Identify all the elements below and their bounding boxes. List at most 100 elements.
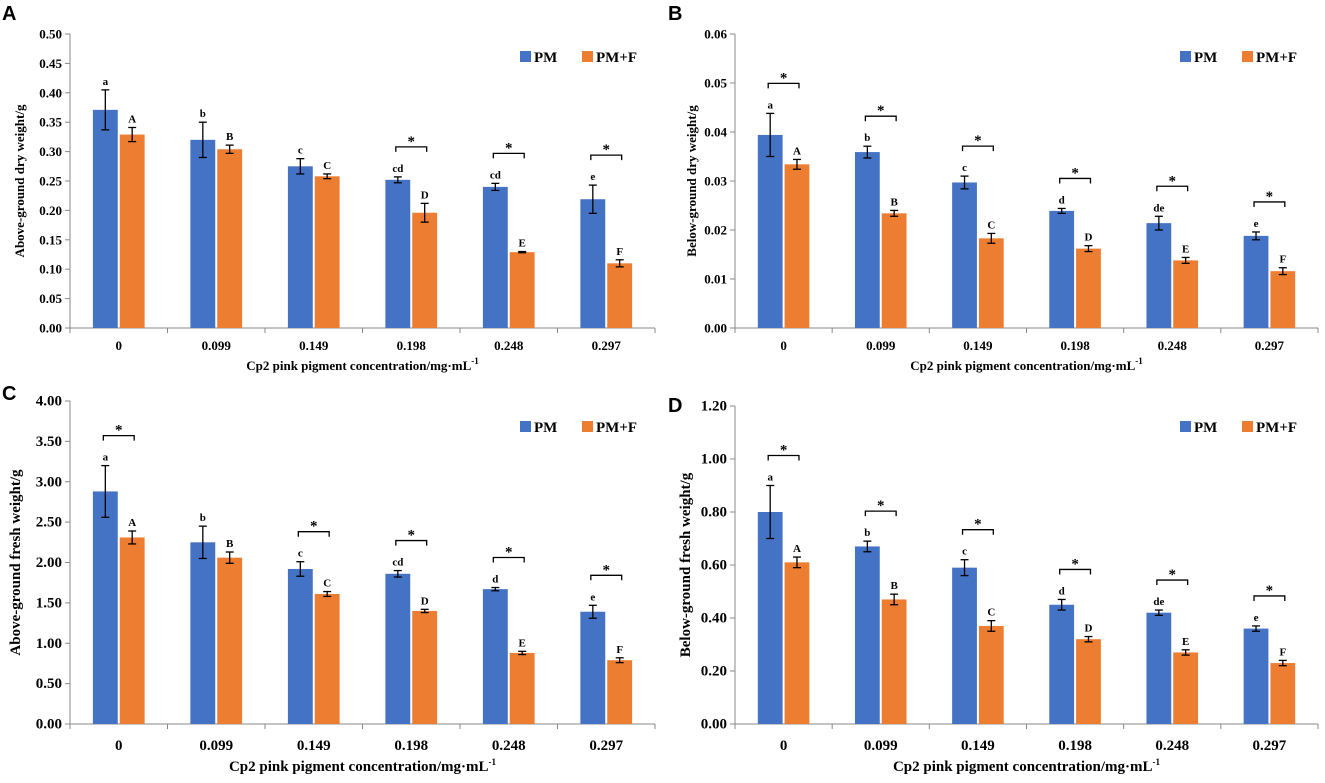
significance-letter: E (1182, 243, 1189, 255)
x-tick-label: 0.297 (1255, 338, 1285, 353)
bar-pm-f (978, 625, 1004, 724)
x-tick-label: 0 (780, 338, 787, 353)
significance-star: * (408, 134, 416, 150)
significance-letter: E (519, 637, 526, 649)
x-tick-label: 0.198 (394, 738, 428, 754)
bar-pm-f (607, 660, 633, 724)
significance-letter: B (226, 538, 234, 550)
y-tick-label: 0.00 (36, 717, 62, 733)
y-tick-label: 2.50 (36, 515, 62, 531)
y-tick-label: 0.01 (704, 272, 727, 287)
y-axis-label: Below-ground dry weight/g (684, 105, 699, 257)
significance-star: * (1071, 556, 1079, 572)
bar-pm-f (978, 238, 1004, 328)
bar-pm (287, 166, 313, 328)
x-tick-label: 0 (115, 738, 123, 754)
significance-letter: D (421, 189, 429, 201)
x-axis-label: Cp2 pink pigment concentration/mg·mL-1 (246, 356, 479, 373)
significance-star: * (1169, 173, 1177, 189)
bar-pm-f (509, 652, 535, 724)
significance-star: * (603, 142, 611, 158)
y-tick-label: 0.25 (39, 174, 62, 189)
significance-bracket (767, 82, 800, 89)
bar-pm-f (1173, 260, 1199, 328)
significance-bracket (492, 556, 525, 563)
bar-pm-f (881, 213, 907, 328)
bar-pm-f (119, 537, 145, 724)
y-tick-label: 1.20 (701, 399, 727, 415)
significance-letter: a (103, 452, 109, 464)
significance-letter: C (323, 578, 331, 590)
x-tick-label: 0.248 (494, 338, 524, 353)
significance-bracket (590, 154, 623, 161)
bar-pm-f (217, 149, 243, 328)
legend-swatch-pm-f (1242, 421, 1253, 432)
significance-letter: c (962, 546, 967, 558)
bar-pm (385, 573, 411, 724)
significance-star: * (1266, 583, 1274, 599)
x-tick-label: 0.297 (1253, 738, 1287, 754)
significance-letter: e (1254, 612, 1259, 624)
bar-pm (952, 182, 977, 328)
x-axis-label: Cp2 pink pigment concentration/mg·mL-1 (893, 757, 1161, 775)
significance-letter: cd (392, 163, 403, 175)
bar-pm (1049, 604, 1075, 724)
significance-letter: a (767, 99, 773, 111)
legend-swatch-pm (520, 51, 531, 62)
significance-letter: F (1279, 646, 1286, 658)
significance-bracket (961, 529, 994, 535)
significance-letter: b (200, 512, 206, 524)
legend-swatch-pm-f (582, 51, 593, 62)
y-tick-label: 0.15 (39, 232, 62, 247)
bar-pm-f (314, 176, 340, 328)
bar-pm (854, 152, 880, 328)
significance-letter: A (128, 113, 136, 125)
significance-star: * (1266, 189, 1274, 205)
significance-star: * (780, 443, 788, 459)
significance-letter: e (1254, 218, 1259, 230)
legend-label-pm-f: PM+F (596, 50, 637, 66)
significance-letter: F (616, 246, 623, 258)
y-tick-label: 0.03 (704, 174, 727, 189)
significance-star: * (877, 103, 885, 119)
x-tick-label: 0 (780, 738, 788, 754)
significance-letter: de (1153, 202, 1164, 214)
x-tick-label: 0.198 (397, 338, 427, 353)
y-tick-label: 1.50 (36, 595, 62, 611)
bar-pm (1146, 223, 1172, 328)
significance-star: * (1169, 567, 1177, 583)
significance-letter: e (590, 591, 595, 603)
bar-pm (385, 179, 411, 328)
y-tick-label: 0.00 (39, 321, 62, 336)
bar-pm (92, 491, 118, 724)
significance-letter: B (890, 196, 898, 208)
y-tick-label: 0.40 (39, 85, 62, 100)
bar-pm-f (509, 252, 535, 328)
significance-star: * (408, 528, 416, 544)
bar-pm (952, 567, 977, 724)
significance-bracket (102, 434, 135, 441)
y-tick-label: 0.40 (701, 611, 727, 627)
significance-letter: d (1059, 585, 1065, 597)
bar-pm-f (1270, 271, 1296, 328)
y-tick-label: 0.10 (39, 262, 62, 277)
significance-bracket (1156, 579, 1189, 586)
y-tick-label: 0.30 (39, 144, 62, 159)
significance-letter: b (864, 132, 870, 144)
y-tick-label: 0.20 (39, 203, 62, 218)
significance-letter: b (864, 527, 870, 539)
y-tick-label: 0.50 (36, 676, 62, 692)
significance-bracket (1253, 595, 1286, 601)
bar-pm-f (314, 593, 340, 724)
bar-pm (92, 109, 118, 329)
x-tick-label: 0.198 (1060, 338, 1090, 353)
significance-star: * (877, 498, 885, 514)
y-tick-label: 3.50 (36, 434, 62, 450)
x-tick-label: 0.297 (592, 338, 622, 353)
significance-letter: cd (392, 557, 403, 569)
y-tick-label: 0.05 (704, 76, 727, 91)
bar-pm (190, 139, 216, 328)
bar-pm-f (217, 557, 243, 724)
significance-star: * (603, 562, 611, 578)
significance-star: * (505, 140, 513, 156)
